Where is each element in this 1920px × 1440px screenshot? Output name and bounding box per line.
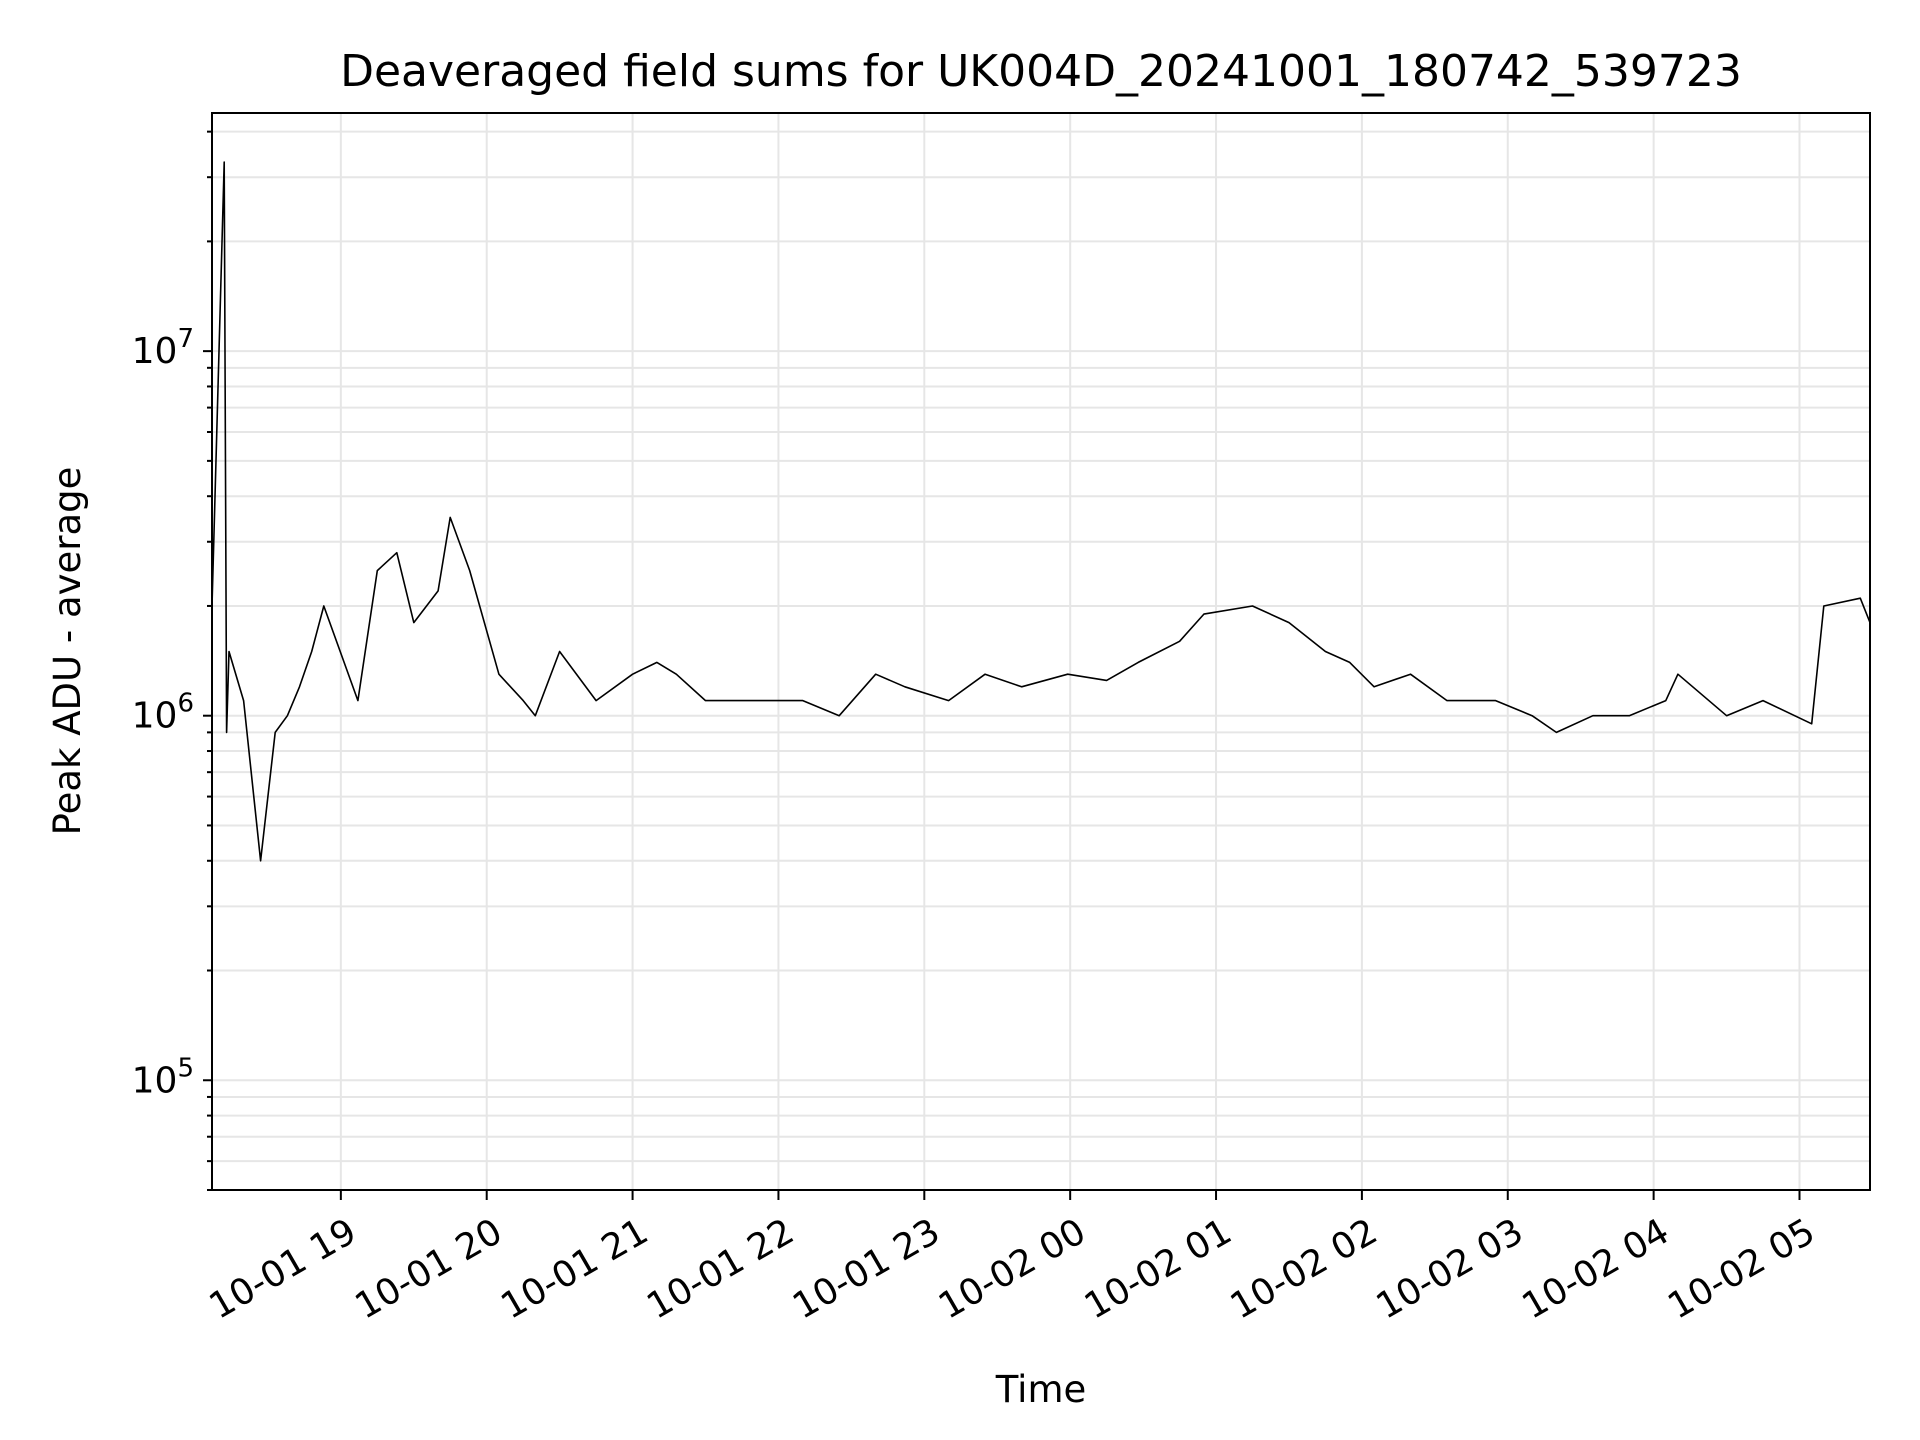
plot-frame	[211, 112, 1871, 1191]
y-axis-label: Peak ADU - average	[46, 467, 89, 836]
y-tick-label: 106	[132, 689, 194, 737]
y-tick-label: 105	[132, 1053, 194, 1101]
series-layer	[211, 161, 1871, 862]
y-axis-ticks: 105 106 107	[132, 130, 212, 1191]
x-axis-label: Time	[995, 1368, 1087, 1411]
chart-title: Deaveraged field sums for UK004D_2024100…	[340, 46, 1742, 97]
series-line	[211, 161, 1871, 862]
y-tick-label: 107	[132, 324, 194, 372]
grid	[212, 113, 1870, 1191]
